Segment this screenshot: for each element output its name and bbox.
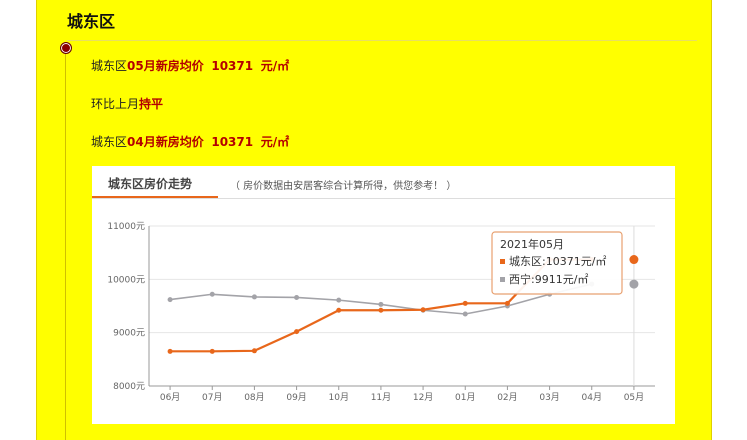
current-price-value: 10371 xyxy=(211,59,254,73)
series-1-point xyxy=(462,300,468,306)
series-2-point xyxy=(294,294,300,300)
previous-price-value: 10371 xyxy=(211,135,254,149)
x-tick-label: 09月 xyxy=(286,392,306,403)
x-tick-label: 07月 xyxy=(202,392,222,403)
previous-price-unit: 元/㎡ xyxy=(260,135,290,149)
series-1-point xyxy=(294,329,300,335)
x-tick-label: 08月 xyxy=(244,392,264,403)
title-divider xyxy=(67,40,697,41)
tooltip-box xyxy=(491,231,623,295)
series-1-point xyxy=(504,300,510,306)
y-tick-label: 9000元 xyxy=(113,329,145,339)
series-2-point xyxy=(629,279,639,289)
series-1-point xyxy=(167,348,173,354)
series-1-point xyxy=(378,307,384,313)
mom-label: 环比上月 xyxy=(91,97,140,111)
x-tick-label: 06月 xyxy=(160,392,180,403)
x-tick-label: 01月 xyxy=(455,392,475,403)
series-1-point xyxy=(629,255,639,265)
y-tick-label: 10000元 xyxy=(107,275,145,285)
series-2-point xyxy=(336,297,342,303)
district-panel: 城东区 城东区05月新房均价 10371 元/㎡ 环比上月持平 城东区04月新房… xyxy=(36,0,712,440)
series-1-point xyxy=(420,307,426,313)
y-tick-label: 8000元 xyxy=(113,382,145,392)
mom-line: 环比上月持平 xyxy=(91,95,163,112)
current-price-unit: 元/㎡ xyxy=(260,59,290,73)
series-1-point xyxy=(336,307,342,313)
series-2-point xyxy=(462,311,468,317)
chart-note: （ 房价数据由安居客综合计算所得，供您参考！ ） xyxy=(230,181,457,192)
x-tick-label: 03月 xyxy=(539,392,559,403)
x-tick-label: 02月 xyxy=(497,392,517,403)
price-trend-chart: 城东区房价走势 （ 房价数据由安居客综合计算所得，供您参考！ ） 11000元 1… xyxy=(92,166,675,424)
timeline-dot-icon xyxy=(60,42,72,54)
tooltip-swatch-2 xyxy=(500,277,505,282)
tooltip-title: 2021年05月 xyxy=(500,237,564,251)
y-tick-label: 11000元 xyxy=(107,222,145,232)
series-2-point xyxy=(167,297,173,303)
tooltip-series-2: 西宁:9911元/㎡ xyxy=(509,272,588,286)
mom-status: 持平 xyxy=(139,97,164,111)
x-tick-label: 11月 xyxy=(371,392,391,403)
previous-price-line: 城东区04月新房均价 10371 元/㎡ xyxy=(91,133,289,150)
page-title: 城东区 xyxy=(67,12,116,31)
tab-active-underline xyxy=(92,196,218,198)
tooltip-swatch-1 xyxy=(500,259,505,264)
current-month-label: 05月新房均价 xyxy=(127,59,204,73)
series-1-point xyxy=(209,348,215,354)
x-tick-label: 12月 xyxy=(413,392,433,403)
x-tick-label: 05月 xyxy=(624,392,644,403)
previous-district: 城东区 xyxy=(91,135,128,149)
chart-tabbar: 城东区房价走势 （ 房价数据由安居客综合计算所得，供您参考！ ） xyxy=(92,166,675,199)
tooltip-series-1: 城东区:10371元/㎡ xyxy=(509,255,606,268)
series-2-point xyxy=(251,294,257,300)
tab-price-trend[interactable]: 城东区房价走势 xyxy=(108,177,193,191)
timeline-line xyxy=(65,48,66,440)
previous-month-label: 04月新房均价 xyxy=(127,135,204,149)
series-2-point xyxy=(378,301,384,307)
x-tick-label: 10月 xyxy=(329,392,349,403)
current-price-line: 城东区05月新房均价 10371 元/㎡ xyxy=(91,57,289,74)
x-tick-label: 04月 xyxy=(582,392,602,403)
series-2-point xyxy=(209,291,215,297)
series-1-point xyxy=(251,348,257,354)
chart-svg: 11000元 10000元 9000元 8000元 06月 07月 08月 09月 10月 11月… xyxy=(107,222,655,403)
current-district: 城东区 xyxy=(91,59,128,73)
